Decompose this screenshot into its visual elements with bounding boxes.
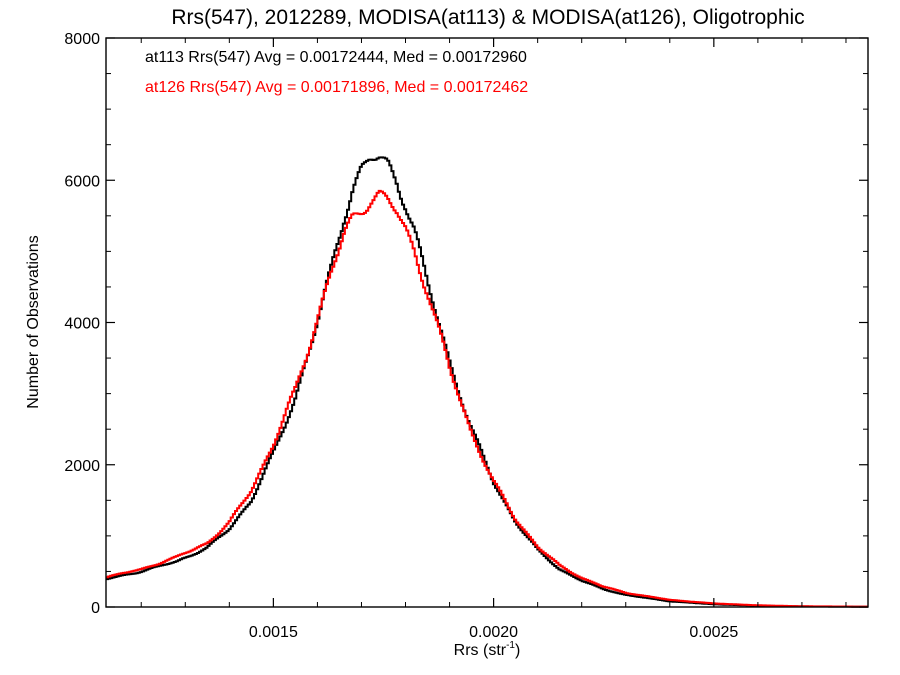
series-line-1 bbox=[106, 189, 868, 608]
x-axis-label-text: Rrs (str bbox=[454, 642, 507, 659]
y-tick-label: 2000 bbox=[64, 458, 100, 475]
x-tick-label: 0.0020 bbox=[469, 624, 518, 641]
x-axis-label: Rrs (str-1) bbox=[454, 640, 521, 659]
y-tick-label: 6000 bbox=[64, 173, 100, 190]
chart-title: Rrs(547), 2012289, MODISA(at113) & MODIS… bbox=[171, 6, 804, 29]
x-axis-label-sup: -1 bbox=[506, 640, 515, 651]
series-line-0 bbox=[106, 156, 868, 608]
y-axis-label: Number of Observations bbox=[25, 235, 42, 408]
y-tick-label: 4000 bbox=[64, 316, 100, 333]
x-axis-label-end: ) bbox=[515, 642, 520, 659]
series-layer bbox=[106, 156, 868, 608]
y-tick-label: 0 bbox=[91, 600, 100, 617]
x-tick-label: 0.0025 bbox=[689, 624, 738, 641]
x-tick-label: 0.0015 bbox=[249, 624, 298, 641]
y-tick-label: 8000 bbox=[64, 31, 100, 48]
annotation-at126: at126 Rrs(547) Avg = 0.00171896, Med = 0… bbox=[145, 79, 528, 96]
annotation-at113: at113 Rrs(547) Avg = 0.00172444, Med = 0… bbox=[145, 49, 527, 66]
plot-frame bbox=[105, 37, 869, 608]
axis-ticks: 0.0015 0.0020 0.0025 0 2000 4000 6000 8000 bbox=[64, 31, 868, 641]
